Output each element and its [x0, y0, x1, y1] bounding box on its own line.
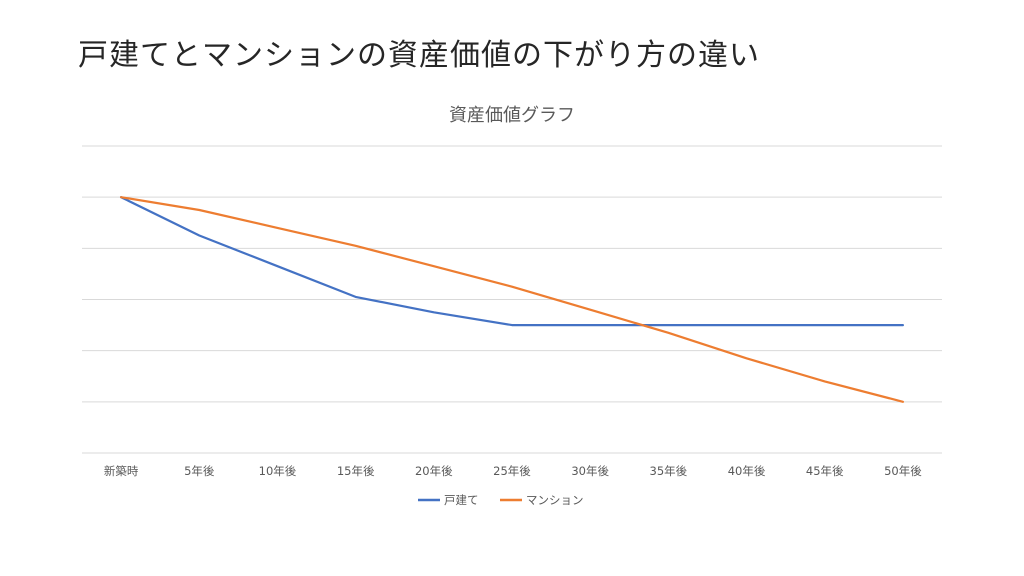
- chart-title: 資産価値グラフ: [449, 105, 575, 126]
- legend: 戸建て マンション: [418, 493, 584, 507]
- x-axis-tick-labels: 新築時 5年後 10年後 15年後 20年後 25年後 30年後 35年後 40年後 45年後 50…: [104, 464, 922, 478]
- x-tick-label: 10年後: [259, 464, 297, 478]
- series-line-1: [119, 196, 905, 403]
- x-tick-label: 45年後: [806, 464, 844, 478]
- series-lines: [119, 196, 905, 403]
- x-tick-label: 40年後: [728, 464, 766, 478]
- x-tick-label: 15年後: [337, 464, 375, 478]
- legend-label: マンション: [526, 493, 584, 507]
- series-line-0: [119, 196, 905, 327]
- x-tick-label: 5年後: [184, 464, 215, 478]
- x-tick-label: 35年後: [650, 464, 688, 478]
- x-tick-label: 新築時: [104, 464, 139, 478]
- slide-title: 戸建てとマンションの資産価値の下がり方の違い: [78, 38, 760, 73]
- legend-label: 戸建て: [444, 493, 479, 507]
- x-tick-label: 20年後: [415, 464, 453, 478]
- legend-item: マンション: [500, 493, 584, 507]
- legend-item: 戸建て: [418, 493, 479, 507]
- x-tick-label: 50年後: [884, 464, 922, 478]
- gridlines: [82, 145, 942, 454]
- x-tick-label: 30年後: [571, 464, 609, 478]
- x-tick-label: 25年後: [493, 464, 531, 478]
